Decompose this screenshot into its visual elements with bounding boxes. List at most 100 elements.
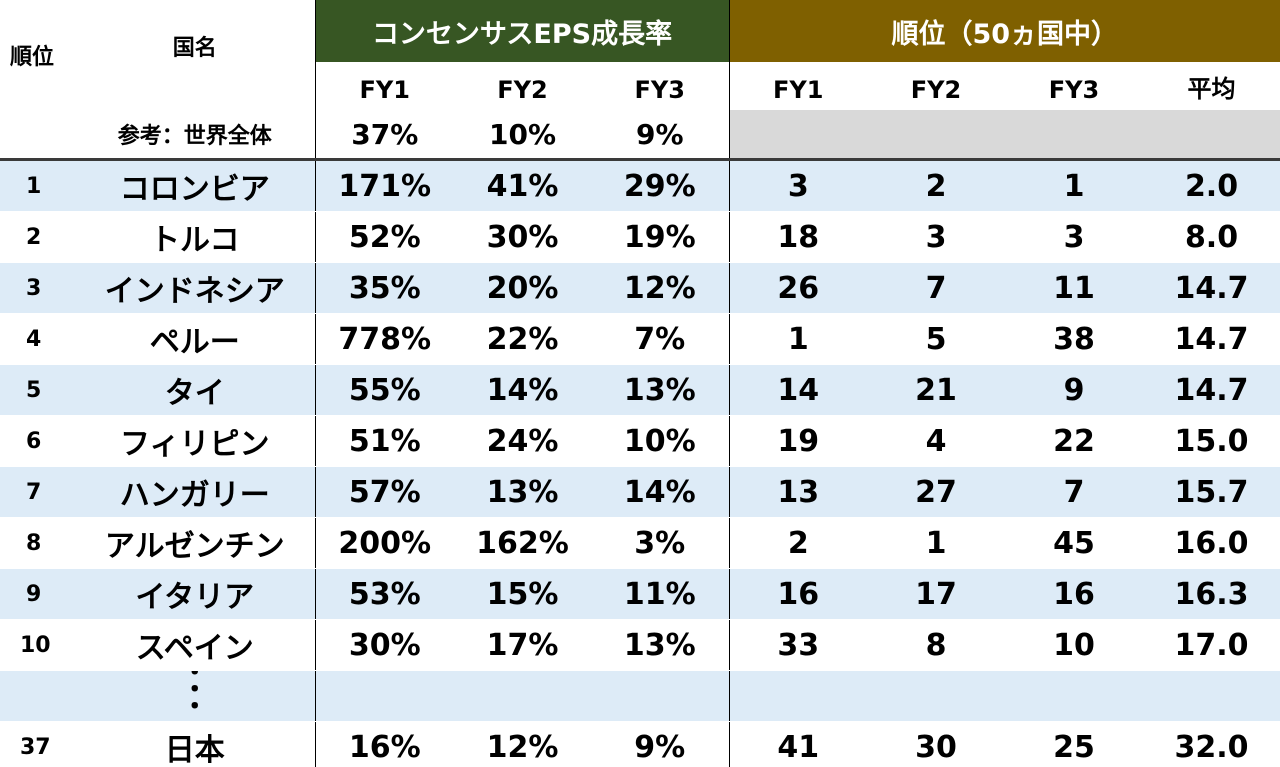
rank-column-header: 順位	[10, 45, 55, 70]
rank-cell: 8	[0, 517, 75, 569]
rank-fy2-header: FY2	[910, 76, 962, 104]
rank-fy1-cell: 26	[729, 262, 868, 314]
eps-fy3-cell: 29%	[591, 159, 730, 212]
world-rank-blank-fy1	[729, 110, 868, 161]
world-eps-fy1: 37%	[315, 110, 454, 161]
rank-average-cell: 32.0	[1143, 721, 1280, 767]
rank-average-cell: 16.3	[1143, 568, 1280, 620]
rank-average-cell: 17.0	[1143, 619, 1280, 671]
rank-fy3-cell: 22	[1005, 415, 1144, 467]
rank-fy3-cell: 38	[1005, 313, 1144, 365]
country-column-header: 国名	[75, 0, 316, 62]
eps-fy2-cell: 22%	[454, 313, 591, 365]
country-header-spacer	[75, 62, 316, 110]
country-name-cell: フィリピン	[75, 415, 316, 467]
rank-fy2-cell: 30	[867, 721, 1006, 767]
ellipsis-cell: ・・・	[75, 670, 316, 722]
ellipsis-blank	[729, 670, 868, 722]
eps-fy3-cell: 13%	[591, 364, 730, 416]
table-row: 4 ペルー 778% 22% 7% 1 5 38 14.7	[0, 313, 1280, 365]
eps-fy2-cell: 17%	[454, 619, 591, 671]
eps-fy1-cell: 57%	[315, 466, 454, 518]
rank-fy1-cell: 19	[729, 415, 868, 467]
eps-fy2-cell: 30%	[454, 211, 591, 263]
rank-fy1-cell: 33	[729, 619, 868, 671]
rank-fy1-cell: 18	[729, 211, 868, 263]
country-name-cell: スペイン	[75, 619, 316, 671]
eps-fy1-cell: 200%	[315, 517, 454, 569]
country-name-cell: アルゼンチン	[75, 517, 316, 569]
rank-fy1-header: FY1	[773, 76, 824, 104]
rank-average-cell: 16.0	[1143, 517, 1280, 569]
country-name-cell: コロンビア	[75, 159, 316, 212]
country-name-cell: イタリア	[75, 568, 316, 620]
eps-growth-group-header: コンセンサスEPS成長率	[315, 0, 730, 62]
rank-fy2-cell: 5	[867, 313, 1006, 365]
rank-fy2-cell: 27	[867, 466, 1006, 518]
eps-fy1-cell: 52%	[315, 211, 454, 263]
table-row: 10 スペイン 30% 17% 13% 33 8 10 17.0	[0, 619, 1280, 671]
ellipsis-blank	[454, 670, 591, 722]
table-row: 3 インドネシア 35% 20% 12% 26 7 11 14.7	[0, 262, 1280, 314]
rank-cell: 2	[0, 211, 75, 263]
header-row-groups: 順位 国名 コンセンサスEPS成長率 順位（50ヵ国中）	[0, 0, 1280, 70]
eps-fy3-cell: 10%	[591, 415, 730, 467]
rank-fy2-cell: 21	[867, 364, 1006, 416]
eps-fy3-cell: 14%	[591, 466, 730, 518]
rank-cell: 4	[0, 313, 75, 365]
eps-fy3-header: FY3	[591, 62, 730, 110]
rank-average-cell: 15.0	[1143, 415, 1280, 467]
rank-fy2-cell: 7	[867, 262, 1006, 314]
rank-fy3-cell: 25	[1005, 721, 1144, 767]
eps-fy2-cell: 20%	[454, 262, 591, 314]
eps-fy2-cell: 41%	[454, 159, 591, 212]
world-reference-row: 参考：世界全体 37% 10% 9%	[0, 110, 1280, 161]
rank-cell: 5	[0, 364, 75, 416]
rank-average-cell: 14.7	[1143, 364, 1280, 416]
japan-row: 37 日本 16% 12% 9% 41 30 25 32.0	[0, 721, 1280, 767]
eps-fy1-cell: 30%	[315, 619, 454, 671]
rank-fy2-cell: 2	[867, 159, 1006, 212]
rank-fy3-header: FY3	[1048, 76, 1100, 104]
ellipsis-rank-cell	[0, 670, 75, 722]
eps-fy3-cell: 13%	[591, 619, 730, 671]
ellipsis-blank	[1143, 670, 1280, 722]
eps-fy2-cell: 13%	[454, 466, 591, 518]
rank-fy3-cell: 7	[1005, 466, 1144, 518]
rank-cell: 10	[0, 619, 75, 671]
rank-fy3-cell: 3	[1005, 211, 1144, 263]
rank-fy1-cell: 1	[729, 313, 868, 365]
rank-fy3-cell: 45	[1005, 517, 1144, 569]
eps-fy3-cell: 3%	[591, 517, 730, 569]
rank-fy2-cell: 4	[867, 415, 1006, 467]
rank-cell: 9	[0, 568, 75, 620]
rank-cell: 6	[0, 415, 75, 467]
eps-fy1-cell: 171%	[315, 159, 454, 212]
header-row-fiscal-years: FY1 FY2 FY3 FY1 FY2 FY3 平均	[0, 62, 1280, 110]
rank-average-cell: 8.0	[1143, 211, 1280, 263]
table-row: 8 アルゼンチン 200% 162% 3% 2 1 45 16.0	[0, 517, 1280, 569]
table-row: 1 コロンビア 171% 41% 29% 3 2 1 2.0	[0, 159, 1280, 212]
world-rank-blank-fy2	[867, 110, 1006, 161]
rank-fy1-cell: 2	[729, 517, 868, 569]
ellipsis-blank	[867, 670, 1006, 722]
eps-fy1-cell: 16%	[315, 721, 454, 767]
world-eps-fy2: 10%	[454, 110, 591, 161]
rank-fy1-cell: 16	[729, 568, 868, 620]
table-row: 6 フィリピン 51% 24% 10% 19 4 22 15.0	[0, 415, 1280, 467]
eps-fy1-cell: 53%	[315, 568, 454, 620]
world-label: 参考：世界全体	[75, 110, 316, 161]
rank-average-cell: 15.7	[1143, 466, 1280, 518]
eps-fy3-cell: 11%	[591, 568, 730, 620]
ellipsis-row: ・・・	[0, 670, 1280, 722]
ellipsis-blank	[315, 670, 454, 722]
rank-fy2-cell: 1	[867, 517, 1006, 569]
rank-fy3-cell: 11	[1005, 262, 1144, 314]
rank-fy2-cell: 3	[867, 211, 1006, 263]
rank-average-cell: 14.7	[1143, 262, 1280, 314]
eps-fy3-cell: 12%	[591, 262, 730, 314]
eps-fy3-cell: 19%	[591, 211, 730, 263]
eps-fy1-cell: 778%	[315, 313, 454, 365]
